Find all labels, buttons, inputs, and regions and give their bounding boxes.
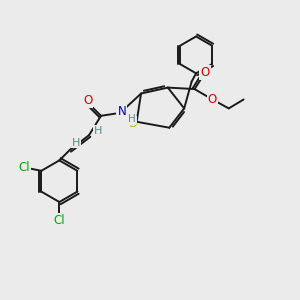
Text: H: H bbox=[94, 126, 102, 136]
Text: H: H bbox=[128, 114, 135, 124]
Text: H: H bbox=[71, 138, 80, 148]
Text: Cl: Cl bbox=[18, 161, 30, 174]
Text: N: N bbox=[117, 105, 126, 118]
Text: O: O bbox=[200, 66, 210, 79]
Text: O: O bbox=[83, 94, 92, 107]
Text: O: O bbox=[208, 93, 217, 106]
Text: S: S bbox=[128, 117, 136, 130]
Text: Cl: Cl bbox=[53, 214, 65, 227]
